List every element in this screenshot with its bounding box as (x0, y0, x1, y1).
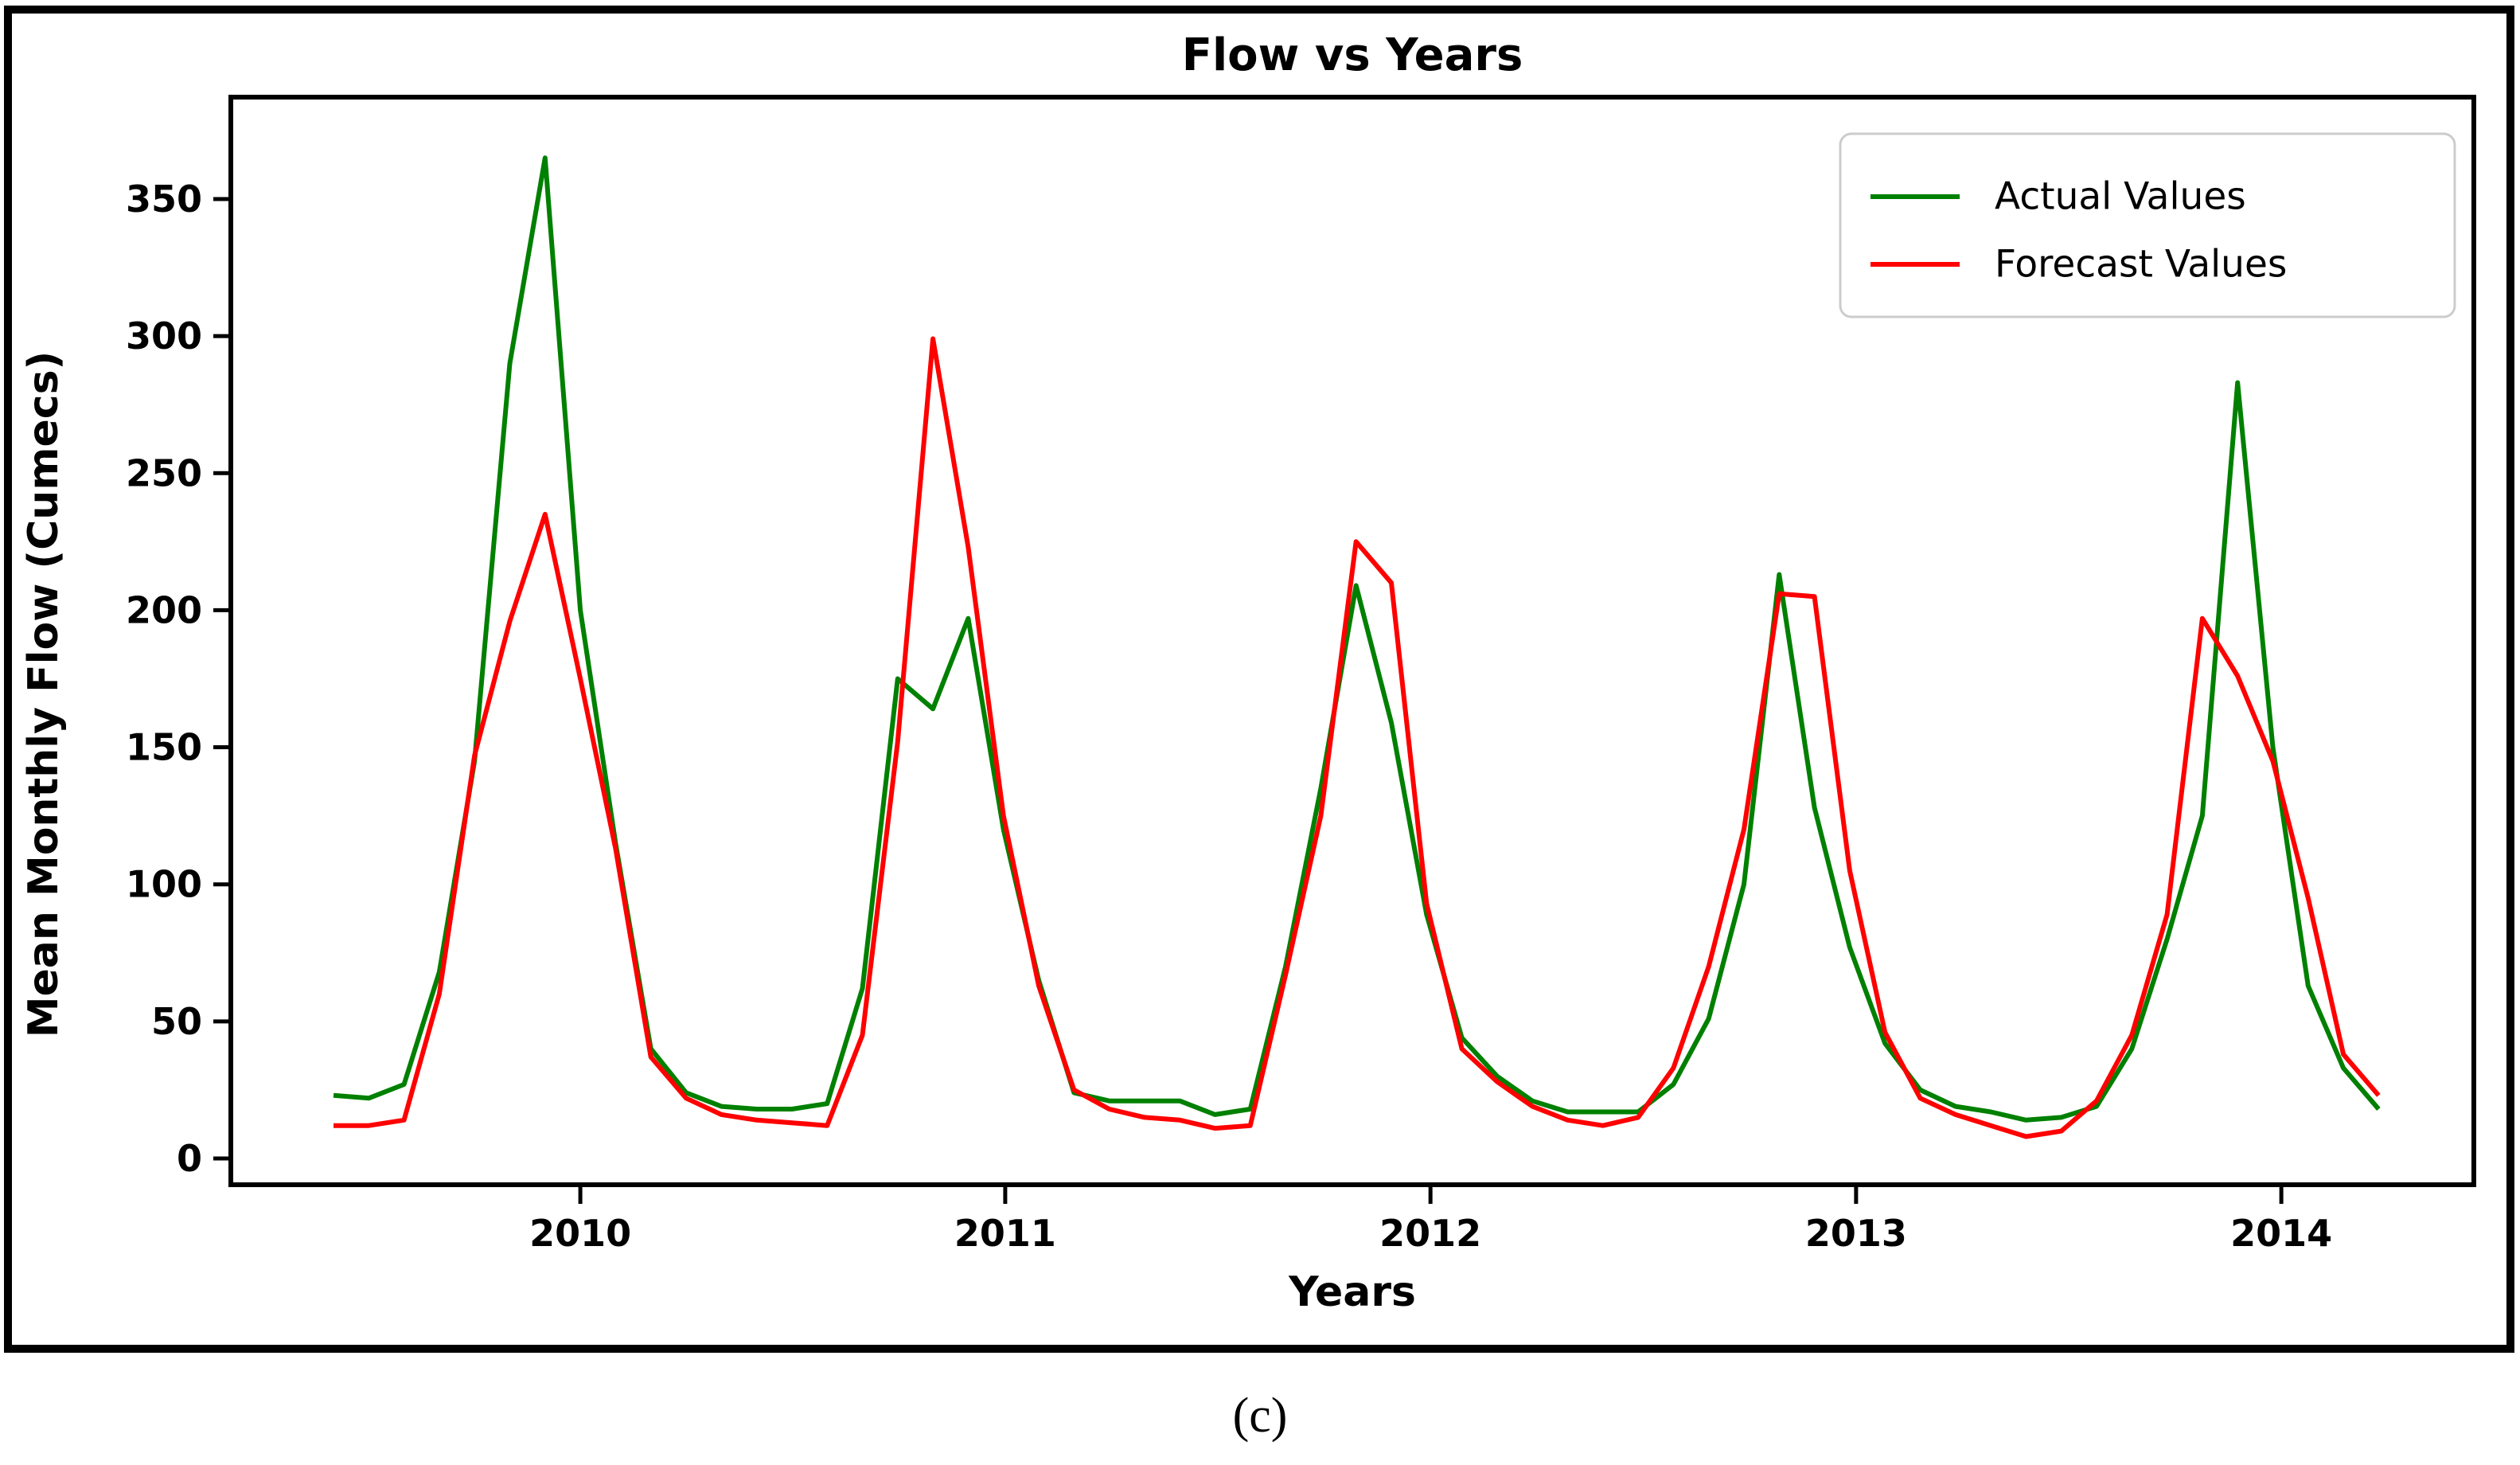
legend-label-actual: Actual Values (1995, 175, 2246, 219)
chart-title: Flow vs Years (1182, 29, 1523, 81)
series-line-forecast (334, 336, 2381, 1139)
x-tick-label-1: 2011 (954, 1212, 1056, 1255)
plot-dynamic-content: 0 50 100 150 200 250 300 350 2010 2011 2012 2013 201… (126, 132, 2456, 1255)
y-axis-label: Mean Monthly Flow (Cumecs) (20, 351, 68, 1038)
y-tick-label-2: 100 (126, 863, 202, 906)
y-tick-label-0: 0 (177, 1137, 202, 1180)
x-tick-label-2: 2012 (1379, 1212, 1481, 1255)
y-tick-label-6: 300 (126, 314, 202, 357)
y-tick-label-1: 50 (151, 1000, 202, 1043)
x-axis-label: Years (1288, 1268, 1416, 1316)
legend-box (1839, 132, 2456, 318)
x-tick-label-0: 2010 (529, 1212, 631, 1255)
plot-area-border (228, 95, 2476, 1187)
figure-caption: (c) (1233, 1389, 1288, 1443)
y-tick-label-4: 200 (126, 588, 202, 631)
y-tick-label-5: 250 (126, 451, 202, 494)
x-tick-label-3: 2013 (1805, 1212, 1907, 1255)
x-tick-label-4: 2014 (2230, 1212, 2332, 1255)
legend-label-forecast: Forecast Values (1995, 243, 2287, 287)
y-tick-label-3: 150 (126, 726, 202, 769)
series-line-actual (333, 155, 2381, 1123)
y-tick-label-7: 350 (126, 178, 202, 221)
